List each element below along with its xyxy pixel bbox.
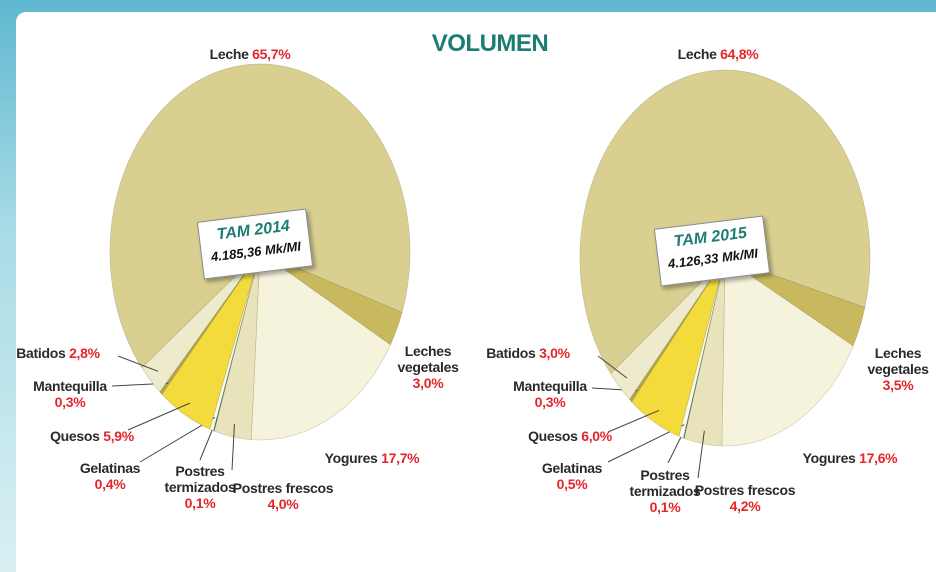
slice-label: Leches vegetales 3,0% xyxy=(388,343,468,391)
slice-label: Yogures 17,7% xyxy=(325,450,420,466)
slice-value: 0,1% xyxy=(649,499,681,515)
slice-label: Gelatinas 0,5% xyxy=(541,460,603,492)
pie-slice xyxy=(631,257,726,437)
slice-label: Postres frescos 4,0% xyxy=(228,480,338,512)
slice-label: Postres termizados 0,1% xyxy=(625,467,705,515)
slice-name: Quesos xyxy=(528,428,578,444)
slice-value: 17,7% xyxy=(381,450,420,466)
pie-slice xyxy=(682,257,726,439)
slice-value: 3,5% xyxy=(882,377,914,393)
slice-value: 4,0% xyxy=(267,496,299,512)
slice-label: Quesos 5,9% xyxy=(50,428,134,444)
pie-slice xyxy=(212,251,261,432)
leader-line xyxy=(697,430,705,479)
slice-name: Postres termizados xyxy=(629,467,701,499)
slice-name: Postres frescos xyxy=(694,482,796,498)
pie-slice xyxy=(209,251,261,432)
pie-slice xyxy=(610,257,726,400)
slice-name: Mantequilla xyxy=(33,378,107,394)
leader-line xyxy=(127,402,191,431)
slice-value: 17,6% xyxy=(859,450,898,466)
pie-slice xyxy=(213,251,261,440)
slice-label: Quesos 6,0% xyxy=(528,428,612,444)
pie-slice xyxy=(259,251,403,346)
slice-name: Batidos xyxy=(16,345,66,361)
leader-line xyxy=(597,355,628,379)
slice-name: Leche xyxy=(209,46,249,62)
slice-value: 0,4% xyxy=(94,476,126,492)
slice-value: 0,1% xyxy=(184,495,216,511)
slice-value: 6,0% xyxy=(581,428,612,444)
slice-name: Gelatinas xyxy=(79,460,141,476)
slice-label: Mantequilla 0,3% xyxy=(513,378,587,410)
center-title-text: TAM 2015 xyxy=(672,224,748,251)
pie-slice xyxy=(159,251,261,395)
slice-label: Leches vegetales 3,5% xyxy=(858,345,936,393)
slice-label: Batidos 2,8% xyxy=(16,345,100,361)
slice-label: Leche 64,8% xyxy=(678,46,759,62)
slice-value: 0,5% xyxy=(556,476,588,492)
slice-label: Postres termizados 0,1% xyxy=(160,463,240,511)
slice-name: Batidos xyxy=(486,345,536,361)
slice-name: Yogures xyxy=(802,450,856,466)
pie-slice xyxy=(724,257,866,347)
pie-slice xyxy=(161,251,261,430)
slice-value: 0,3% xyxy=(54,394,86,410)
slice-value: 2,8% xyxy=(69,345,100,361)
slice-label: Yogures 17,6% xyxy=(803,450,898,466)
pie-slice xyxy=(629,257,726,403)
slice-name: Leche xyxy=(677,46,717,62)
slice-value: 64,8% xyxy=(720,46,759,62)
slice-value: 0,3% xyxy=(534,394,566,410)
slice-label: Gelatinas 0,4% xyxy=(79,460,141,492)
leader-line xyxy=(231,423,235,471)
slice-name: Leches vegetales xyxy=(867,345,929,377)
pie-slice xyxy=(721,257,854,447)
pie-slice xyxy=(678,257,726,439)
slice-name: Yogures xyxy=(324,450,378,466)
slice-label: Mantequilla 0,3% xyxy=(33,378,107,410)
chart-title: VOLUMEN xyxy=(431,30,549,57)
slice-name: Quesos xyxy=(50,428,100,444)
slice-name: Mantequilla xyxy=(513,378,587,394)
leader-line xyxy=(607,409,660,433)
leader-line xyxy=(117,355,159,372)
slice-name: Postres frescos xyxy=(232,480,334,496)
slice-label: Postres frescos 4,2% xyxy=(690,482,800,514)
center-title-text: TAM 2014 xyxy=(215,217,291,244)
slice-value: 4,2% xyxy=(729,498,761,514)
slice-name: Postres termizados xyxy=(164,463,236,495)
slice-value: 3,0% xyxy=(539,345,570,361)
slice-label: Leche 65,7% xyxy=(210,46,291,62)
slice-value: 65,7% xyxy=(252,46,291,62)
pie-slice xyxy=(250,251,391,441)
slice-value: 3,0% xyxy=(412,375,444,391)
slice-name: Gelatinas xyxy=(541,460,603,476)
pie-slice xyxy=(141,251,261,393)
slice-name: Leches vegetales xyxy=(397,343,459,375)
slice-value: 5,9% xyxy=(103,428,134,444)
slice-label: Batidos 3,0% xyxy=(486,345,570,361)
